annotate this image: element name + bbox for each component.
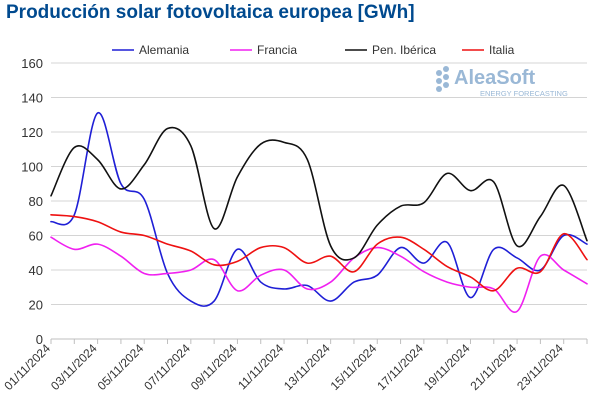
series-line-alemania xyxy=(50,112,588,307)
legend-label-pen-ib-rica: Pen. Ibérica xyxy=(372,43,436,57)
x-tick-label: 17/11/2024 xyxy=(374,341,426,393)
aleasoft-watermark: AleaSoft ENERGY FORECASTING xyxy=(436,66,568,98)
y-tick-label: 0 xyxy=(36,332,43,347)
x-tick-label: 23/11/2024 xyxy=(514,341,566,393)
x-tick-label: 03/11/2024 xyxy=(48,341,100,393)
x-tick-label: 15/11/2024 xyxy=(328,341,380,393)
y-tick-label: 100 xyxy=(21,160,43,175)
watermark-brand: AleaSoft xyxy=(454,67,535,89)
y-axis: 0 20 40 60 80 100 120 140 160 xyxy=(21,56,43,347)
series-lines xyxy=(50,112,588,313)
x-tick-label: 11/11/2024 xyxy=(235,341,286,392)
x-tick-label: 21/11/2024 xyxy=(467,341,519,393)
x-axis: 01/11/202403/11/202405/11/202407/11/2024… xyxy=(1,338,588,393)
series-line-pen-ib-rica xyxy=(50,126,588,261)
y-tick-label: 80 xyxy=(29,194,43,209)
watermark-tagline: ENERGY FORECASTING xyxy=(480,89,568,98)
y-tick-label: 20 xyxy=(29,298,43,313)
x-tick-label: 13/11/2024 xyxy=(281,341,333,393)
legend-label-francia: Francia xyxy=(257,43,297,57)
x-tick-label: 05/11/2024 xyxy=(95,341,147,393)
legend: Alemania Francia Pen. Ibérica Italia xyxy=(112,43,515,57)
legend-label-italia: Italia xyxy=(489,43,515,57)
x-tick-label: 01/11/2024 xyxy=(1,341,53,393)
y-tick-label: 40 xyxy=(29,263,43,278)
y-tick-label: 60 xyxy=(29,229,43,244)
series-line-italia xyxy=(50,214,588,292)
x-tick-label: 19/11/2024 xyxy=(421,341,473,393)
y-tick-label: 140 xyxy=(21,91,43,106)
x-tick-label: 07/11/2024 xyxy=(141,341,193,393)
x-tick-label: 09/11/2024 xyxy=(188,341,240,393)
series-line-francia xyxy=(50,236,588,313)
legend-label-alemania: Alemania xyxy=(139,43,189,57)
y-tick-label: 120 xyxy=(21,125,43,140)
chart-title: Producción solar fotovoltaica europea [G… xyxy=(6,2,415,23)
aleasoft-logo-icon xyxy=(436,66,449,92)
y-tick-label: 160 xyxy=(21,56,43,71)
